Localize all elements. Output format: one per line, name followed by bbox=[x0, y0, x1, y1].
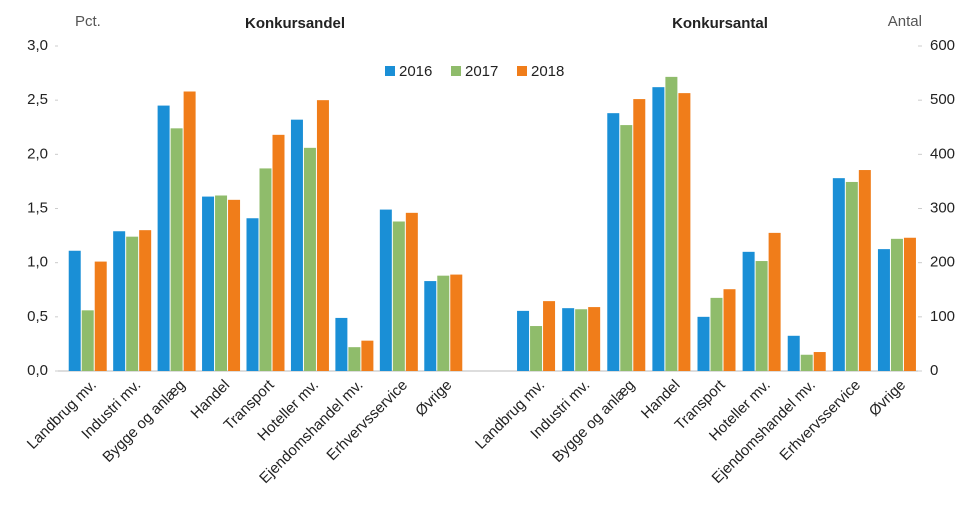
bar bbox=[620, 125, 633, 371]
bar bbox=[678, 93, 691, 371]
bar bbox=[170, 128, 183, 371]
bar bbox=[94, 261, 107, 371]
y-tick-label: 600 bbox=[930, 37, 955, 54]
bar bbox=[742, 251, 755, 371]
x-tick-label: Bygge og anlæg bbox=[99, 377, 188, 466]
bar bbox=[202, 196, 215, 371]
bar bbox=[228, 199, 241, 371]
bar bbox=[800, 354, 813, 371]
bar bbox=[652, 87, 665, 372]
bar bbox=[450, 274, 463, 371]
bar bbox=[903, 237, 916, 371]
bar bbox=[246, 218, 259, 371]
y-tick-label: 2,0 bbox=[27, 145, 48, 162]
bar bbox=[530, 326, 543, 371]
bar bbox=[723, 289, 736, 371]
y-tick-label: 2,5 bbox=[27, 91, 48, 108]
bar bbox=[272, 134, 285, 371]
bar bbox=[68, 250, 81, 371]
bar bbox=[543, 301, 556, 371]
chart-title: Konkursandel bbox=[245, 15, 345, 32]
bar bbox=[139, 230, 152, 371]
y-tick-label: 1,5 bbox=[27, 199, 48, 216]
bar bbox=[877, 249, 890, 371]
bar bbox=[710, 297, 723, 371]
bar bbox=[290, 119, 303, 372]
bar bbox=[832, 178, 845, 371]
bar bbox=[126, 236, 139, 371]
legend-label: 2018 bbox=[531, 63, 564, 80]
bar bbox=[845, 181, 858, 371]
bar bbox=[607, 113, 620, 372]
bar bbox=[81, 310, 94, 371]
legend-swatch bbox=[385, 66, 395, 76]
bar bbox=[348, 347, 361, 371]
x-tick-label: Bygge og anlæg bbox=[549, 377, 638, 466]
legend-swatch bbox=[517, 66, 527, 76]
bar bbox=[755, 261, 768, 371]
x-tick-label: Erhvervsservice bbox=[323, 377, 410, 464]
bar bbox=[424, 281, 437, 371]
legend-swatch bbox=[451, 66, 461, 76]
bar bbox=[787, 335, 800, 371]
bar bbox=[183, 91, 196, 371]
bar bbox=[588, 307, 601, 371]
bar bbox=[405, 212, 418, 371]
bar bbox=[575, 309, 588, 371]
y-tick-label: 300 bbox=[930, 199, 955, 216]
bar bbox=[335, 317, 348, 371]
y-tick-label: 1,0 bbox=[27, 254, 48, 271]
y-axis-label: Antal bbox=[888, 13, 922, 30]
bar bbox=[768, 232, 781, 371]
bar bbox=[259, 168, 272, 371]
bar bbox=[113, 231, 126, 371]
bar bbox=[633, 99, 646, 371]
bar bbox=[215, 195, 228, 371]
y-tick-label: 100 bbox=[930, 308, 955, 325]
bar bbox=[665, 76, 678, 371]
bar bbox=[697, 316, 710, 371]
bar bbox=[517, 310, 530, 371]
y-tick-label: 200 bbox=[930, 254, 955, 271]
bar bbox=[361, 340, 374, 371]
bar bbox=[316, 100, 329, 372]
bar bbox=[392, 221, 405, 371]
bar bbox=[437, 275, 450, 371]
legend-label: 2017 bbox=[465, 63, 498, 80]
legend-label: 2016 bbox=[399, 63, 432, 80]
bar bbox=[813, 352, 826, 371]
bar bbox=[157, 105, 170, 371]
y-tick-label: 0,5 bbox=[27, 308, 48, 325]
bar bbox=[303, 147, 316, 371]
y-tick-label: 3,0 bbox=[27, 37, 48, 54]
bar bbox=[858, 170, 871, 371]
bar bbox=[379, 209, 392, 371]
y-tick-label: 500 bbox=[930, 91, 955, 108]
y-axis-label: Pct. bbox=[75, 13, 101, 30]
y-tick-label: 0 bbox=[930, 362, 938, 379]
bar bbox=[562, 308, 575, 371]
x-tick-label: Øvrige bbox=[866, 377, 909, 420]
y-tick-label: 400 bbox=[930, 145, 955, 162]
y-tick-label: 0,0 bbox=[27, 362, 48, 379]
bar bbox=[890, 238, 903, 371]
x-tick-label: Erhvervsservice bbox=[776, 377, 863, 464]
x-tick-label: Øvrige bbox=[412, 377, 455, 420]
chart-title: Konkursantal bbox=[672, 15, 768, 32]
